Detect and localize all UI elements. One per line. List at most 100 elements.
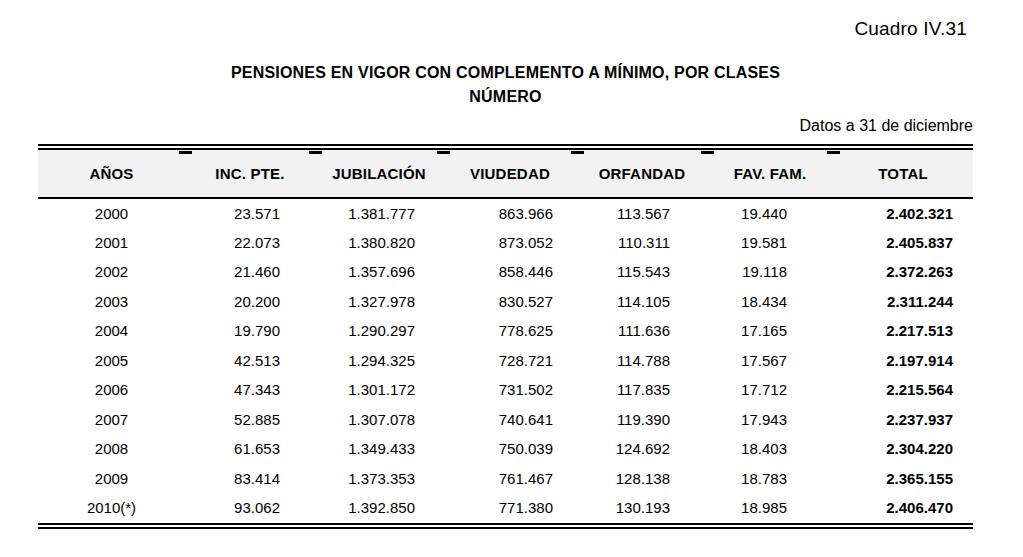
cell-inc_pte: 23.571 <box>185 198 315 228</box>
cell-total: 2.405.837 <box>833 228 973 258</box>
column-divider-tick <box>179 151 192 154</box>
column-header-viudedad: VIUDEDAD <box>443 150 577 198</box>
table-row: 2010(*)93.0621.392.850771.380130.19318.9… <box>38 493 973 523</box>
cell-anos: 2010(*) <box>38 493 185 523</box>
column-header-total: TOTAL <box>833 150 973 198</box>
data-as-of-label: Datos a 31 de diciembre <box>38 117 973 135</box>
cell-orfandad: 113.567 <box>577 198 707 228</box>
cell-inc_pte: 93.062 <box>185 493 315 523</box>
cell-jubilacion: 1.381.777 <box>315 198 443 228</box>
cell-viudedad: 731.502 <box>443 375 577 405</box>
cell-inc_pte: 83.414 <box>185 464 315 494</box>
cell-anos: 2008 <box>38 434 185 464</box>
cell-fav_fam: 19.440 <box>707 198 833 228</box>
cell-viudedad: 830.527 <box>443 287 577 317</box>
cell-viudedad: 858.446 <box>443 257 577 287</box>
cell-viudedad: 771.380 <box>443 493 577 523</box>
cell-inc_pte: 22.073 <box>185 228 315 258</box>
cell-orfandad: 130.193 <box>577 493 707 523</box>
cell-jubilacion: 1.307.078 <box>315 405 443 435</box>
column-divider-tick <box>701 151 714 154</box>
column-divider-tick <box>571 151 584 154</box>
cell-anos: 2001 <box>38 228 185 258</box>
cell-inc_pte: 20.200 <box>185 287 315 317</box>
cell-inc_pte: 21.460 <box>185 257 315 287</box>
cell-total: 2.365.155 <box>833 464 973 494</box>
cell-fav_fam: 18.434 <box>707 287 833 317</box>
cell-total: 2.217.513 <box>833 316 973 346</box>
cell-total: 2.197.914 <box>833 346 973 376</box>
cell-anos: 2003 <box>38 287 185 317</box>
cell-anos: 2002 <box>38 257 185 287</box>
cell-viudedad: 873.052 <box>443 228 577 258</box>
cell-orfandad: 114.105 <box>577 287 707 317</box>
cell-total: 2.402.321 <box>833 198 973 228</box>
cell-fav_fam: 17.165 <box>707 316 833 346</box>
cell-viudedad: 863.966 <box>443 198 577 228</box>
column-divider-tick <box>827 151 840 154</box>
column-header-fav_fam: FAV. FAM. <box>707 150 833 198</box>
cell-orfandad: 128.138 <box>577 464 707 494</box>
cell-jubilacion: 1.373.353 <box>315 464 443 494</box>
cell-inc_pte: 19.790 <box>185 316 315 346</box>
cell-jubilacion: 1.327.978 <box>315 287 443 317</box>
column-header-jubilacion: JUBILACIÓN <box>315 150 443 198</box>
cell-total: 2.304.220 <box>833 434 973 464</box>
table-row: 200983.4141.373.353761.467128.13818.7832… <box>38 464 973 494</box>
column-divider-tick <box>437 151 450 154</box>
cuadro-label: Cuadro IV.31 <box>854 18 967 40</box>
cell-fav_fam: 18.783 <box>707 464 833 494</box>
cell-jubilacion: 1.290.297 <box>315 316 443 346</box>
cell-inc_pte: 47.343 <box>185 375 315 405</box>
cell-inc_pte: 61.653 <box>185 434 315 464</box>
cell-anos: 2000 <box>38 198 185 228</box>
table-row: 200419.7901.290.297778.625111.63617.1652… <box>38 316 973 346</box>
cell-anos: 2006 <box>38 375 185 405</box>
table-row: 200320.2001.327.978830.527114.10518.4342… <box>38 287 973 317</box>
cell-fav_fam: 17.567 <box>707 346 833 376</box>
cell-viudedad: 761.467 <box>443 464 577 494</box>
cell-jubilacion: 1.294.325 <box>315 346 443 376</box>
cell-fav_fam: 19.118 <box>707 257 833 287</box>
cell-orfandad: 114.788 <box>577 346 707 376</box>
column-header-anos: AÑOS <box>38 150 185 198</box>
table-row: 200023.5711.381.777863.966113.56719.4402… <box>38 198 973 228</box>
cell-orfandad: 119.390 <box>577 405 707 435</box>
table-row: 200647.3431.301.172731.502117.83517.7122… <box>38 375 973 405</box>
title-line-1: PENSIONES EN VIGOR CON COMPLEMENTO A MÍN… <box>38 61 973 85</box>
pensions-table-wrap: AÑOSINC. PTE.JUBILACIÓNVIUDEDADORFANDADF… <box>38 144 973 529</box>
cell-anos: 2007 <box>38 405 185 435</box>
cell-anos: 2009 <box>38 464 185 494</box>
cell-inc_pte: 52.885 <box>185 405 315 435</box>
table-row: 200542.5131.294.325728.721114.78817.5672… <box>38 346 973 376</box>
cell-total: 2.406.470 <box>833 493 973 523</box>
cell-orfandad: 124.692 <box>577 434 707 464</box>
cell-total: 2.372.263 <box>833 257 973 287</box>
cell-viudedad: 740.641 <box>443 405 577 435</box>
table-row: 200122.0731.380.820873.052110.31119.5812… <box>38 228 973 258</box>
table-row: 200861.6531.349.433750.039124.69218.4032… <box>38 434 973 464</box>
cell-viudedad: 778.625 <box>443 316 577 346</box>
cell-inc_pte: 42.513 <box>185 346 315 376</box>
cell-total: 2.215.564 <box>833 375 973 405</box>
cell-fav_fam: 18.403 <box>707 434 833 464</box>
column-header-orfandad: ORFANDAD <box>577 150 707 198</box>
cell-jubilacion: 1.392.850 <box>315 493 443 523</box>
column-divider-tick <box>309 151 322 154</box>
cell-orfandad: 110.311 <box>577 228 707 258</box>
cell-anos: 2004 <box>38 316 185 346</box>
cell-jubilacion: 1.380.820 <box>315 228 443 258</box>
cell-jubilacion: 1.349.433 <box>315 434 443 464</box>
table-title: PENSIONES EN VIGOR CON COMPLEMENTO A MÍN… <box>38 61 973 109</box>
cell-jubilacion: 1.301.172 <box>315 375 443 405</box>
cell-orfandad: 115.543 <box>577 257 707 287</box>
title-line-2: NÚMERO <box>38 85 973 109</box>
cell-anos: 2005 <box>38 346 185 376</box>
cell-fav_fam: 18.985 <box>707 493 833 523</box>
table-row: 200752.8851.307.078740.641119.39017.9432… <box>38 405 973 435</box>
cell-fav_fam: 19.581 <box>707 228 833 258</box>
cell-viudedad: 750.039 <box>443 434 577 464</box>
cell-fav_fam: 17.943 <box>707 405 833 435</box>
bottom-double-rule <box>38 523 973 529</box>
cell-total: 2.311.244 <box>833 287 973 317</box>
